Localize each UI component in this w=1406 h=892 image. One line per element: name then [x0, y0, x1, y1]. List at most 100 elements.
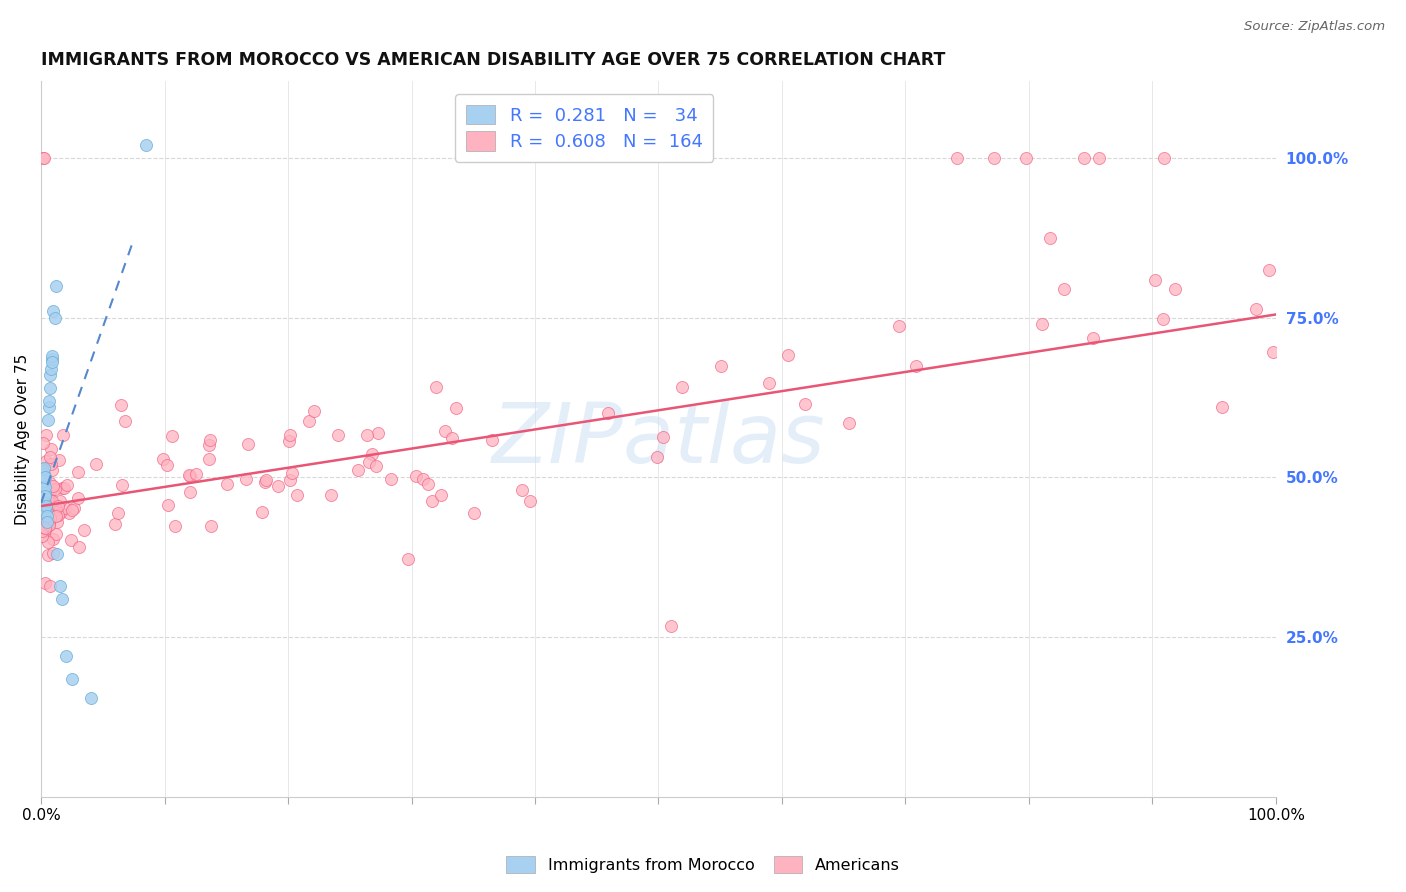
Point — [512, 483, 534, 497]
Point — [946, 151, 969, 165]
Point — [356, 428, 378, 442]
Point — [1081, 331, 1104, 345]
Point — [48, 579, 70, 593]
Point — [44, 482, 66, 496]
Point — [79, 690, 101, 705]
Point — [32, 151, 55, 165]
Point — [32, 476, 55, 491]
Point — [31, 519, 53, 533]
Point — [267, 479, 290, 493]
Point — [34, 480, 56, 494]
Point — [31, 465, 53, 479]
Point — [37, 548, 59, 562]
Point — [35, 454, 58, 468]
Point — [35, 428, 58, 442]
Point — [596, 406, 619, 420]
Point — [67, 465, 90, 479]
Point — [41, 349, 63, 363]
Point — [41, 496, 63, 510]
Point — [31, 467, 53, 481]
Point — [42, 304, 65, 318]
Point — [39, 511, 62, 525]
Point — [38, 518, 60, 533]
Point — [104, 517, 127, 532]
Point — [328, 428, 350, 442]
Point — [44, 310, 66, 325]
Point — [34, 504, 56, 518]
Point — [156, 458, 179, 472]
Point — [35, 506, 58, 520]
Point — [67, 540, 90, 554]
Point — [31, 529, 53, 543]
Point — [34, 503, 56, 517]
Point — [110, 398, 132, 412]
Point — [37, 490, 59, 504]
Point — [434, 425, 457, 439]
Point — [38, 509, 60, 524]
Point — [62, 501, 84, 516]
Point — [302, 404, 325, 418]
Point — [298, 414, 321, 428]
Point — [429, 487, 451, 501]
Point — [31, 482, 53, 496]
Point — [34, 492, 56, 507]
Point — [425, 380, 447, 394]
Point — [31, 482, 53, 496]
Point — [34, 496, 56, 510]
Point — [347, 463, 370, 477]
Point — [31, 497, 53, 511]
Point — [659, 618, 682, 632]
Point — [34, 493, 56, 508]
Point — [321, 488, 343, 502]
Point — [179, 485, 201, 500]
Point — [31, 462, 53, 476]
Point — [39, 368, 62, 383]
Point — [37, 534, 59, 549]
Point — [46, 547, 69, 561]
Point — [38, 450, 60, 464]
Point — [519, 494, 541, 508]
Point — [31, 506, 53, 520]
Point — [250, 505, 273, 519]
Point — [34, 470, 56, 484]
Legend: Immigrants from Morocco, Americans: Immigrants from Morocco, Americans — [499, 849, 907, 880]
Point — [51, 591, 73, 606]
Point — [165, 519, 187, 533]
Point — [37, 413, 59, 427]
Point — [38, 485, 60, 500]
Point — [1088, 151, 1111, 165]
Point — [278, 473, 301, 487]
Point — [31, 490, 53, 504]
Point — [794, 397, 817, 411]
Point — [889, 318, 911, 333]
Point — [45, 278, 67, 293]
Point — [35, 488, 58, 502]
Point — [463, 506, 485, 520]
Point — [1039, 230, 1062, 244]
Point — [135, 138, 157, 153]
Point — [396, 552, 419, 566]
Point — [412, 472, 434, 486]
Point — [198, 434, 221, 448]
Point — [35, 484, 58, 499]
Point — [55, 500, 77, 515]
Point — [107, 506, 129, 520]
Point — [32, 474, 55, 488]
Point — [46, 500, 69, 514]
Point — [776, 348, 799, 362]
Point — [41, 352, 63, 367]
Point — [39, 442, 62, 456]
Point — [37, 490, 59, 504]
Y-axis label: Disability Age Over 75: Disability Age Over 75 — [15, 353, 30, 524]
Point — [111, 478, 134, 492]
Point — [45, 527, 67, 541]
Point — [35, 499, 58, 513]
Point — [32, 460, 55, 475]
Point — [31, 502, 53, 516]
Point — [444, 401, 467, 415]
Point — [41, 458, 63, 472]
Point — [32, 436, 55, 450]
Point — [361, 448, 384, 462]
Point — [647, 450, 669, 465]
Point — [179, 469, 201, 483]
